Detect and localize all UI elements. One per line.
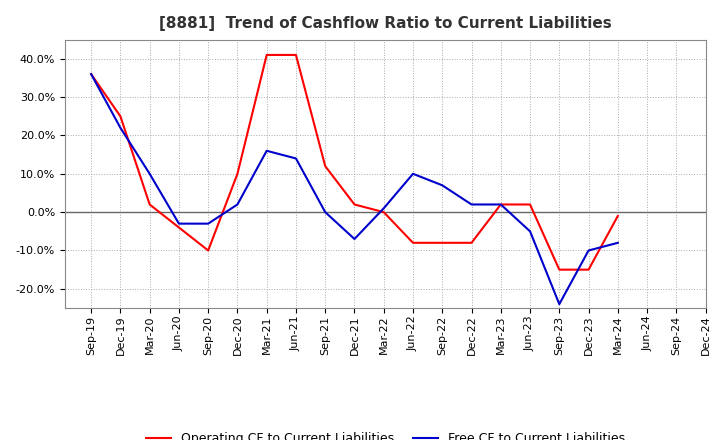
Operating CF to Current Liabilities — [262, 52, 271, 58]
Free CF to Current Liabilities — [204, 221, 212, 226]
Operating CF to Current Liabilities — [87, 71, 96, 77]
Operating CF to Current Liabilities — [526, 202, 534, 207]
Free CF to Current Liabilities — [613, 240, 622, 246]
Operating CF to Current Liabilities — [321, 164, 330, 169]
Free CF to Current Liabilities — [321, 209, 330, 215]
Operating CF to Current Liabilities — [497, 202, 505, 207]
Title: [8881]  Trend of Cashflow Ratio to Current Liabilities: [8881] Trend of Cashflow Ratio to Curren… — [159, 16, 611, 32]
Free CF to Current Liabilities — [145, 171, 154, 176]
Free CF to Current Liabilities — [526, 229, 534, 234]
Operating CF to Current Liabilities — [350, 202, 359, 207]
Operating CF to Current Liabilities — [438, 240, 446, 246]
Free CF to Current Liabilities — [233, 202, 242, 207]
Operating CF to Current Liabilities — [613, 213, 622, 219]
Operating CF to Current Liabilities — [409, 240, 418, 246]
Free CF to Current Liabilities — [584, 248, 593, 253]
Free CF to Current Liabilities — [438, 183, 446, 188]
Free CF to Current Liabilities — [292, 156, 300, 161]
Operating CF to Current Liabilities — [174, 225, 183, 230]
Free CF to Current Liabilities — [116, 125, 125, 130]
Free CF to Current Liabilities — [467, 202, 476, 207]
Free CF to Current Liabilities — [379, 205, 388, 211]
Free CF to Current Liabilities — [555, 301, 564, 307]
Free CF to Current Liabilities — [262, 148, 271, 154]
Operating CF to Current Liabilities — [145, 202, 154, 207]
Line: Operating CF to Current Liabilities: Operating CF to Current Liabilities — [91, 55, 618, 270]
Operating CF to Current Liabilities — [204, 248, 212, 253]
Free CF to Current Liabilities — [350, 236, 359, 242]
Operating CF to Current Liabilities — [584, 267, 593, 272]
Legend: Operating CF to Current Liabilities, Free CF to Current Liabilities: Operating CF to Current Liabilities, Fre… — [140, 427, 630, 440]
Free CF to Current Liabilities — [87, 71, 96, 77]
Operating CF to Current Liabilities — [467, 240, 476, 246]
Free CF to Current Liabilities — [174, 221, 183, 226]
Operating CF to Current Liabilities — [379, 209, 388, 215]
Free CF to Current Liabilities — [497, 202, 505, 207]
Free CF to Current Liabilities — [409, 171, 418, 176]
Operating CF to Current Liabilities — [116, 114, 125, 119]
Operating CF to Current Liabilities — [292, 52, 300, 58]
Operating CF to Current Liabilities — [555, 267, 564, 272]
Line: Free CF to Current Liabilities: Free CF to Current Liabilities — [91, 74, 618, 304]
Operating CF to Current Liabilities — [233, 171, 242, 176]
